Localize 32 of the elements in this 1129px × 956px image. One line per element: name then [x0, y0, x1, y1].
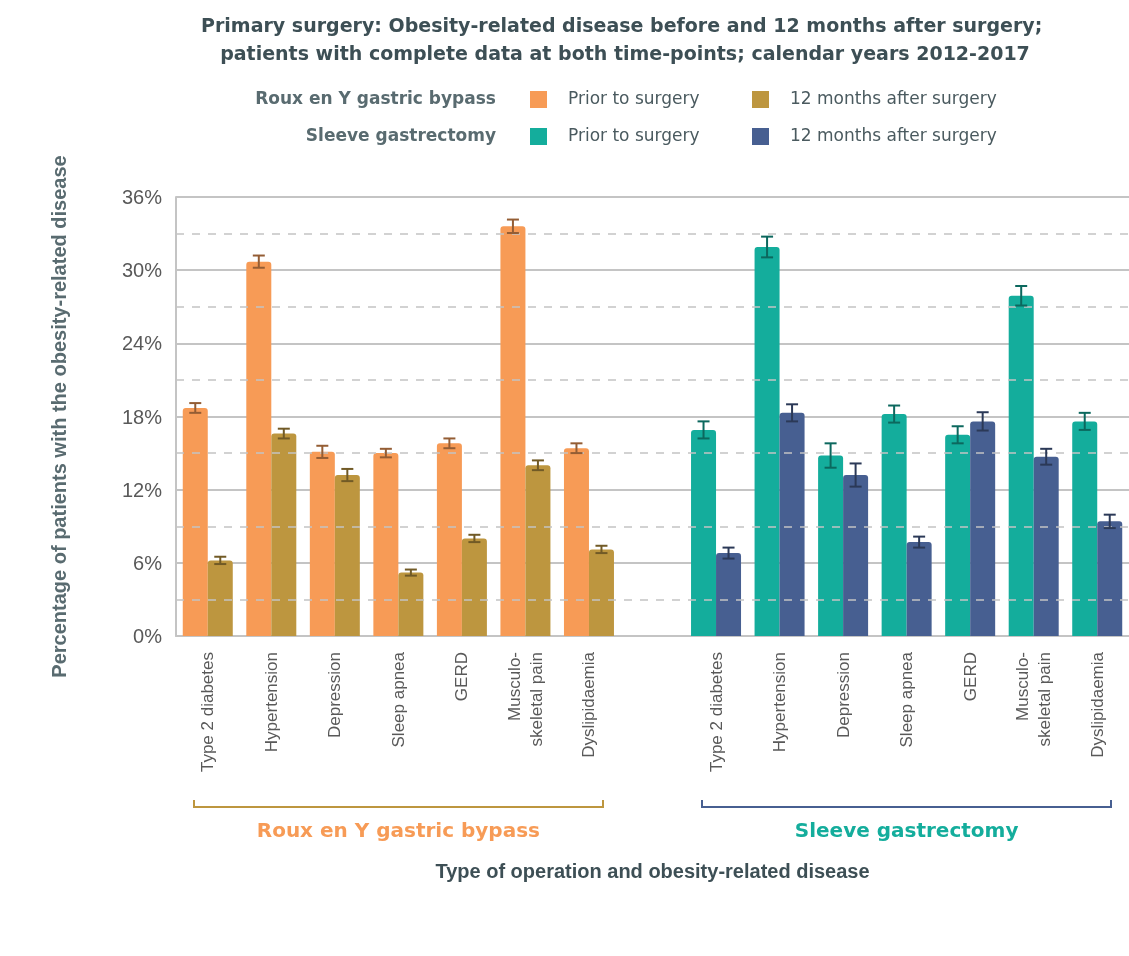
- x-tick-label: Sleep apnea: [897, 651, 917, 748]
- x-tick-label: GERD: [452, 652, 472, 702]
- y-tick-label: 18%: [121, 405, 163, 428]
- chart-title: Primary surgery: Obesity-related disease before and 12 months after surgery; patients with complete data at both time-points; calendar years 2012-2017: [201, 14, 1049, 64]
- legend-label: 12 months after surgery: [790, 88, 997, 108]
- y-tick-label: 12%: [121, 478, 163, 501]
- legend-label: Prior to surgery: [568, 88, 700, 108]
- x-tick-label: Hypertension: [261, 652, 281, 753]
- x-tick-label: Depression: [833, 652, 853, 738]
- legend-label: Prior to surgery: [568, 125, 700, 145]
- y-tick-label: 24%: [121, 332, 163, 355]
- text: Sleeve gastrectomy: [304, 125, 496, 145]
- x-tick-label: Dyslipidaemia: [1087, 651, 1107, 758]
- x-tick-label: Type 2 diabetes: [706, 652, 726, 773]
- legend-label: 12 months after surgery: [790, 125, 997, 145]
- y-tick-label: 0%: [133, 625, 163, 647]
- x-tick-label: Type 2 diabetes: [198, 652, 218, 773]
- text: Roux en Y gastric bypass: [256, 818, 540, 842]
- x-tick-label: GERD: [960, 652, 980, 702]
- x-tick-label: Musculo-skeletal pain: [1013, 652, 1055, 747]
- x-tick-label: Depression: [325, 652, 345, 738]
- y-tick-label: 36%: [121, 186, 163, 208]
- x-tick-label: Sleep apnea: [388, 651, 408, 748]
- text: Roux en Y gastric bypass: [254, 88, 496, 108]
- x-tick-label: Dyslipidaemia: [579, 651, 599, 758]
- y-tick-label: 6%: [133, 551, 163, 574]
- x-axis-title: Type of operation and obesity-related disease: [435, 860, 870, 882]
- y-tick-label: 30%: [121, 259, 163, 282]
- x-tick-label: Hypertension: [770, 652, 790, 753]
- x-tick-label: Musculo-skeletal pain: [504, 652, 546, 747]
- text: Sleeve gastrectomy: [794, 818, 1019, 842]
- y-axis-title: Percentage of patients with the obesity-related disease: [48, 155, 70, 678]
